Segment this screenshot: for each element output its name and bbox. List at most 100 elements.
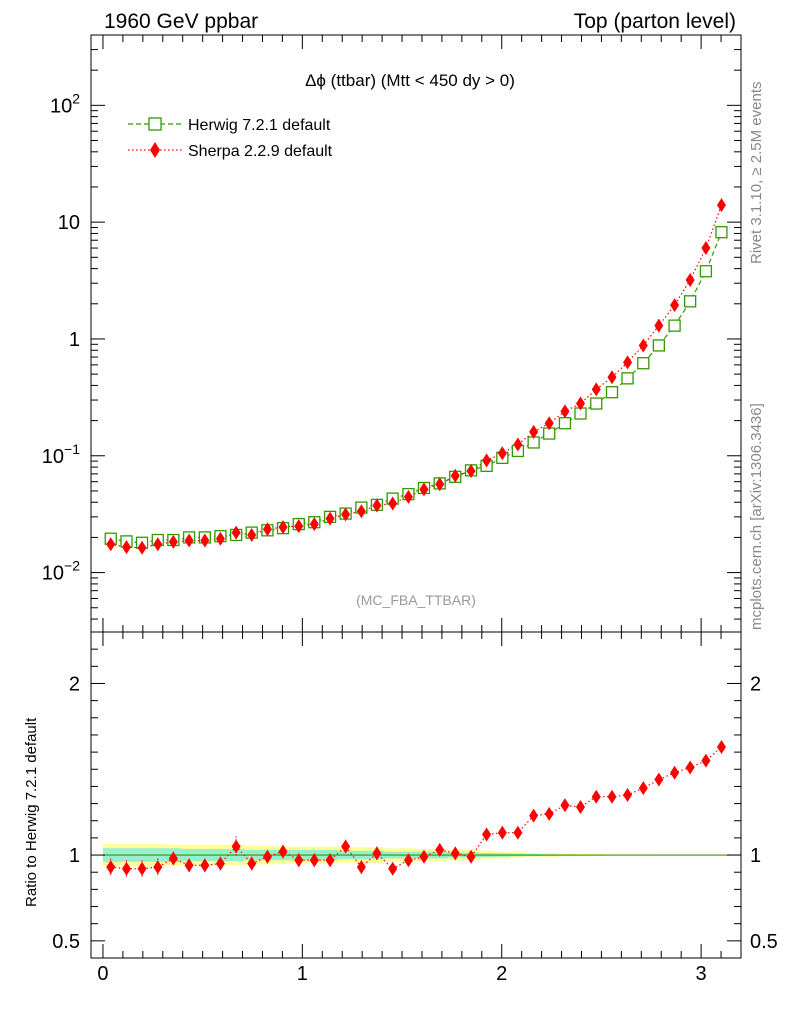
main-y-tick-base: 1 [69,329,80,351]
ratio-y-tick-label-right: 2 [750,673,761,695]
sherpa-point [200,533,210,548]
main-y-tick-exponent: −1 [64,441,80,457]
legend-herwig-label: Herwig 7.2.1 default [188,117,331,134]
ratio-y-tick-label-left: 2 [69,673,80,695]
sherpa-point [388,496,398,511]
main-y-tick-label: 10−1 [42,441,80,468]
main-y-tick-exponent: 2 [72,90,80,106]
ratio-sherpa-point [716,739,726,754]
sherpa-point [403,489,413,504]
rivet-label: Rivet 3.1.10, ≥ 2.5M events [748,82,765,265]
sherpa-point [341,507,351,522]
ratio-sherpa-point [403,853,413,868]
header-right-label: Top (parton level) [574,10,736,33]
ratio-y-tick-labels: 0.5 0.5 1 1 2 2 [52,673,778,952]
sherpa-point [607,370,617,385]
herwig-point [605,386,619,399]
ratio-panel: 0.5 0.5 1 1 2 2 0 1 2 3 Ratio to Herwig 7.2.1 de… [23,631,778,985]
ratio-ticks [91,631,742,959]
ratio-sherpa-point [560,798,570,813]
x-tick-label: 2 [496,963,507,985]
ratio-sherpa-point [654,772,664,787]
herwig-point [621,372,634,385]
sherpa-point [215,531,225,546]
ratio-sherpa-point [591,789,601,804]
legend: Herwig 7.2.1 default Sherpa 2.2.9 defaul… [128,117,333,160]
sherpa-point [153,537,163,552]
ratio-sherpa-point [168,851,178,866]
sherpa-point [247,527,257,542]
ratio-sherpa-point [701,753,711,768]
sherpa-point [497,446,507,461]
ratio-sherpa-point [247,856,257,871]
analysis-tag: (MC_FBA_TTBAR) [356,592,476,608]
ratio-sherpa-point [435,842,445,857]
ratio-y-axis-label: Ratio to Herwig 7.2.1 default [23,717,40,907]
main-series-points [104,198,728,555]
x-tick-labels: 0 1 2 3 [97,963,706,985]
ratio-sherpa-line [110,746,722,870]
ratio-y-tick-label-left: 1 [69,845,80,867]
sherpa-point [121,540,131,555]
sherpa-point [278,520,288,535]
ratio-sherpa-point [685,760,695,775]
main-y-tick-label: 10−2 [42,558,80,585]
main-y-tick-label: 102 [50,90,80,117]
legend-herwig-marker [148,117,162,131]
ratio-sherpa-point [419,849,429,864]
sherpa-point [716,198,726,213]
main-y-tick-base: 10 [50,95,72,117]
ratio-sherpa-point [388,861,398,876]
ratio-sherpa-point [623,788,633,802]
main-y-tick-base: 10 [42,446,64,468]
legend-sherpa-label: Sherpa 2.2.9 default [188,143,333,160]
ratio-y-tick-label-left: 0.5 [52,931,80,953]
chart-title: Δϕ (ttbar) (Mtt < 450 dy > 0) [305,71,515,90]
header-left-label: 1960 GeV ppbar [104,10,258,33]
sherpa-point [450,468,460,483]
herwig-point [699,265,713,278]
main-y-tick-base: 10 [58,212,80,234]
x-tick-label: 3 [696,963,707,985]
sherpa-point [325,511,335,526]
sherpa-point [560,404,570,419]
legend-sherpa-marker [150,142,160,158]
ratio-sherpa-point [153,860,163,875]
ratio-sherpa-point [372,846,382,861]
ratio-sherpa-point [294,853,304,868]
herwig-point [652,339,666,352]
ratio-sherpa-point [529,808,539,823]
main-series-line-0 [110,231,723,544]
ratio-sherpa-point [215,856,225,871]
main-series-lines [110,204,723,549]
sherpa-point [544,416,554,431]
x-tick-label: 1 [297,963,308,985]
ratio-sherpa-point [670,765,680,780]
ratio-sherpa-point [231,839,241,854]
sherpa-point [372,498,382,513]
main-y-tick-base: 10 [42,563,64,585]
ratio-sherpa-point [466,849,476,864]
sherpa-point [262,522,272,537]
ratio-sherpa-point [544,806,554,821]
main-y-tick-exponent: −2 [64,558,80,574]
sherpa-point [591,382,601,397]
herwig-point [637,357,650,370]
ratio-sherpa-point [137,861,147,876]
sherpa-point [231,525,241,540]
ratio-sherpa-point [309,853,319,868]
ratio-sherpa-point [607,789,617,804]
herwig-point [590,397,603,410]
sherpa-point [356,504,366,519]
sherpa-point [184,533,194,548]
sherpa-point [623,355,633,370]
sherpa-point [106,537,116,552]
ratio-sherpa-point [184,858,194,873]
ratio-sherpa-point [513,825,523,840]
ratio-sherpa-point [497,825,507,840]
main-y-tick-label: 1 [69,329,80,351]
sherpa-point [529,424,539,439]
